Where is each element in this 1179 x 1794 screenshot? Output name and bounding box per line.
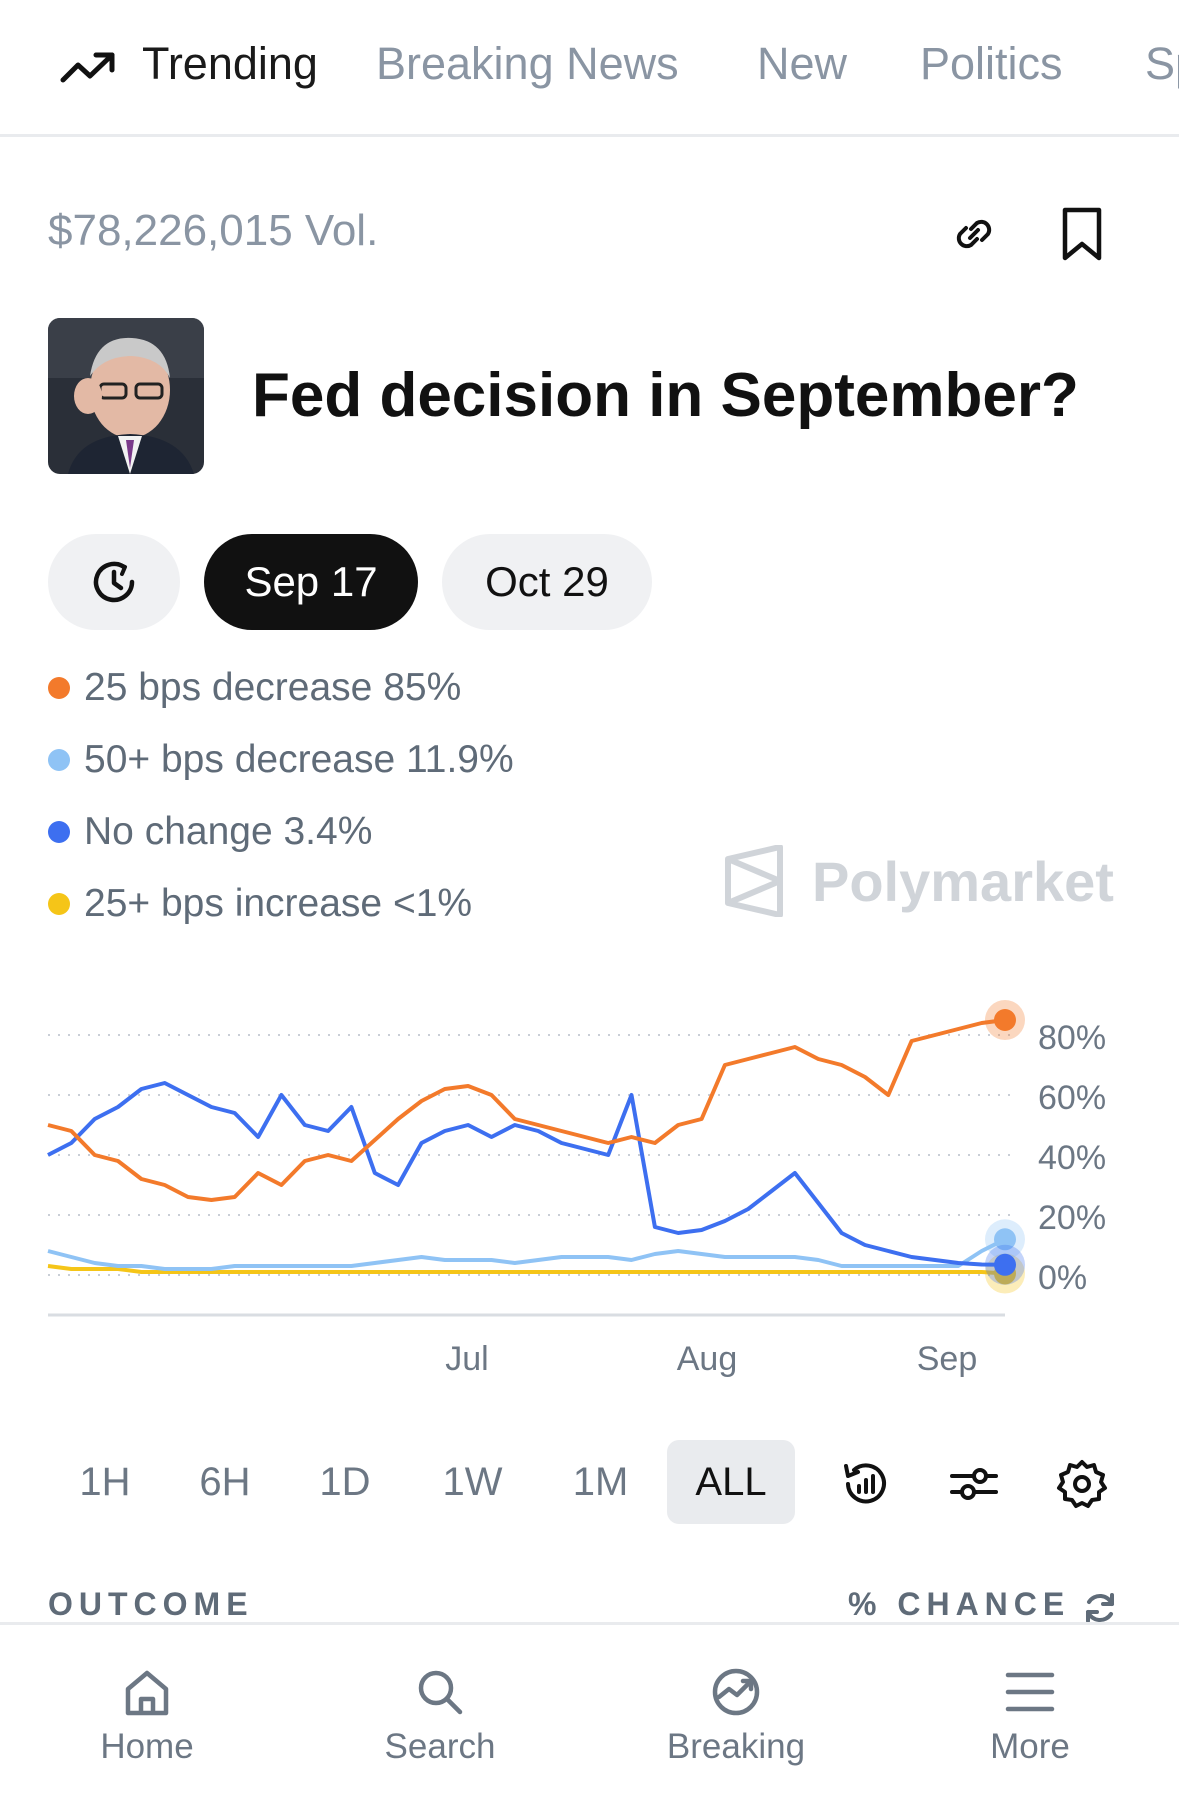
legend-dot bbox=[48, 749, 70, 771]
legend-item: 50+ bps decrease 11.9% bbox=[48, 738, 514, 782]
legend-dot bbox=[48, 677, 70, 699]
y-tick-label: 20% bbox=[1038, 1199, 1106, 1237]
search-icon bbox=[418, 1670, 463, 1715]
refresh-icon[interactable] bbox=[1082, 1590, 1118, 1626]
legend-label: 25 bps decrease 85% bbox=[84, 666, 462, 709]
legend-item: 25 bps decrease 85% bbox=[48, 666, 461, 710]
series-end-dot bbox=[994, 1253, 1016, 1276]
price-chart: 80% 60% 40% 20% 0% Jul Aug Sep bbox=[0, 980, 1179, 1380]
market-title: Fed decision in September? bbox=[252, 361, 1079, 430]
date-pill-oct-29[interactable]: Oct 29 bbox=[442, 534, 652, 630]
bottom-nav-breaking[interactable]: Breaking bbox=[636, 1665, 836, 1767]
legend-label: No change 3.4% bbox=[84, 810, 373, 853]
date-pill-sep-17[interactable]: Sep 17 bbox=[204, 534, 418, 630]
bottom-nav-label: Home bbox=[100, 1727, 194, 1766]
x-tick-label: Jul bbox=[445, 1340, 488, 1378]
bookmark-icon[interactable] bbox=[1060, 206, 1104, 262]
bottom-nav-more[interactable]: More bbox=[930, 1665, 1130, 1767]
nav-tab-trending[interactable]: Trending bbox=[142, 38, 318, 89]
market-volume: $78,226,015 Vol. bbox=[48, 206, 379, 255]
watermark-text: Polymarket bbox=[812, 849, 1114, 913]
x-tick-label: Sep bbox=[917, 1340, 978, 1378]
legend-label: 25+ bps increase <1% bbox=[84, 882, 473, 925]
sliders-icon[interactable] bbox=[948, 1458, 1000, 1510]
series-end-dot bbox=[994, 1228, 1016, 1251]
menu-icon bbox=[1005, 1672, 1055, 1712]
nav-tab-sports[interactable]: Sp bbox=[1145, 38, 1179, 89]
legend-dot bbox=[48, 893, 70, 915]
top-nav: Trending Breaking News New Politics Sp bbox=[0, 0, 1179, 137]
polymarket-watermark: Polymarket bbox=[722, 845, 1114, 917]
legend-item: 25+ bps increase <1% bbox=[48, 882, 472, 926]
range-6h[interactable]: 6H bbox=[199, 1459, 251, 1504]
bottom-nav-home[interactable]: Home bbox=[47, 1665, 247, 1767]
legend-label: 50+ bps decrease 11.9% bbox=[84, 738, 514, 781]
bottom-nav: Home Search Breaking More bbox=[0, 1622, 1179, 1794]
x-tick-label: Aug bbox=[677, 1340, 738, 1378]
legend-item: No change 3.4% bbox=[48, 810, 372, 854]
chart-history-icon[interactable] bbox=[840, 1458, 892, 1510]
outcome-column-header: OUTCOME bbox=[48, 1586, 254, 1622]
market-avatar bbox=[48, 318, 204, 474]
range-1w[interactable]: 1W bbox=[442, 1459, 503, 1504]
gear-icon[interactable] bbox=[1056, 1458, 1108, 1510]
clock-history-icon bbox=[93, 561, 135, 603]
range-1d[interactable]: 1D bbox=[319, 1459, 371, 1504]
chance-column-header: % CHANCE bbox=[848, 1586, 1071, 1622]
y-tick-label: 60% bbox=[1038, 1079, 1106, 1117]
trending-icon bbox=[60, 52, 115, 83]
bottom-nav-search[interactable]: Search bbox=[340, 1665, 540, 1767]
y-tick-label: 80% bbox=[1038, 1019, 1106, 1057]
legend-dot bbox=[48, 821, 70, 843]
range-1m[interactable]: 1M bbox=[572, 1459, 629, 1504]
breaking-icon bbox=[712, 1668, 760, 1716]
bottom-nav-label: Search bbox=[384, 1727, 496, 1766]
bottom-nav-label: More bbox=[990, 1727, 1070, 1766]
series-line-25-bps-increase bbox=[47, 1264, 1006, 1276]
link-icon[interactable] bbox=[948, 208, 1000, 260]
y-tick-label: 0% bbox=[1038, 1259, 1087, 1297]
range-all[interactable]: ALL bbox=[667, 1440, 795, 1524]
range-1h[interactable]: 1H bbox=[79, 1459, 131, 1504]
home-icon bbox=[125, 1670, 169, 1716]
chart-svg: 80% 60% 40% 20% 0% Jul Aug Sep bbox=[47, 1000, 1106, 1378]
nav-tab-breaking-news[interactable]: Breaking News bbox=[376, 38, 679, 89]
y-tick-label: 40% bbox=[1038, 1139, 1106, 1177]
bottom-nav-label: Breaking bbox=[666, 1727, 806, 1766]
series-end-dot bbox=[994, 1009, 1016, 1031]
nav-tab-politics[interactable]: Politics bbox=[920, 38, 1063, 89]
polymarket-logo-icon bbox=[725, 845, 783, 917]
series-line-50-bps-decrease bbox=[47, 1237, 1006, 1271]
series-line-25-bps-decrease bbox=[47, 1018, 1006, 1202]
nav-tab-new[interactable]: New bbox=[757, 38, 848, 89]
history-button[interactable] bbox=[48, 534, 180, 630]
series-line-no-change bbox=[47, 1081, 1006, 1267]
